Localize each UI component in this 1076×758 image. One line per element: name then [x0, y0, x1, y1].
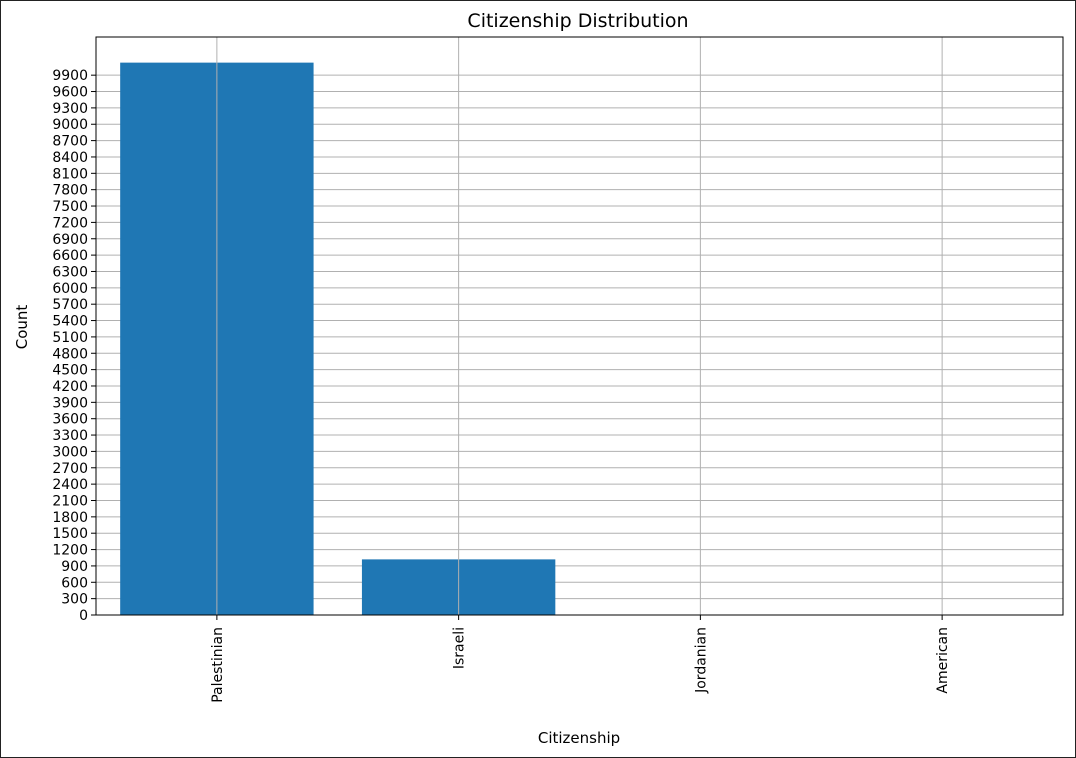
y-tick-label: 600: [61, 575, 88, 591]
y-tick-label: 9900: [52, 68, 88, 84]
plot-area-border: [95, 36, 1064, 616]
y-tick-label: 0: [79, 608, 88, 624]
y-tick-label: 6900: [52, 232, 88, 248]
y-tick-label: 5400: [52, 314, 88, 330]
y-tick-label: 4500: [52, 363, 88, 379]
y-tick-label: 2100: [52, 493, 88, 509]
x-tick-label: Israeli: [452, 627, 468, 669]
y-tick-label: 8700: [52, 134, 88, 150]
x-axis-label: Citizenship: [538, 729, 620, 747]
y-tick-label: 9600: [52, 85, 88, 101]
x-tick-label: American: [935, 627, 951, 694]
y-tick-label: 2400: [52, 477, 88, 493]
y-tick-label: 4200: [52, 379, 88, 395]
y-tick-label: 6600: [52, 248, 88, 264]
y-axis-ticks: 0300600900120015001800210024002700300033…: [52, 68, 96, 624]
bars: [120, 62, 1039, 616]
x-grid: [216, 37, 943, 615]
y-tick-label: 300: [61, 592, 88, 608]
y-tick-label: 5700: [52, 297, 88, 313]
y-tick-label: 8100: [52, 166, 88, 182]
y-tick-label: 1200: [52, 543, 88, 559]
y-tick-label: 6000: [52, 281, 88, 297]
y-tick-label: 5100: [52, 330, 88, 346]
y-tick-label: 7800: [52, 183, 88, 199]
y-tick-label: 3000: [52, 444, 88, 460]
y-tick-label: 3900: [52, 395, 88, 411]
y-tick-label: 1500: [52, 526, 88, 542]
y-tick-label: 9000: [52, 117, 88, 133]
x-tick-label: Palestinian: [210, 627, 226, 703]
y-tick-label: 9300: [52, 101, 88, 117]
chart-title: Citizenship Distribution: [467, 10, 688, 32]
y-tick-label: 900: [61, 559, 88, 575]
x-axis-ticks: Palestinian Israeli Jordanian American: [210, 615, 951, 703]
y-tick-label: 3300: [52, 428, 88, 444]
y-tick-label: 1800: [52, 510, 88, 526]
y-tick-label: 3600: [52, 412, 88, 428]
y-tick-label: 7500: [52, 199, 88, 215]
y-tick-label: 8400: [52, 150, 88, 166]
y-tick-label: 2700: [52, 461, 88, 477]
y-axis-label: Count: [13, 305, 31, 350]
y-tick-label: 7200: [52, 215, 88, 231]
x-tick-label: Jordanian: [693, 627, 709, 694]
y-tick-label: 4800: [52, 346, 88, 362]
y-tick-label: 6300: [52, 264, 88, 280]
